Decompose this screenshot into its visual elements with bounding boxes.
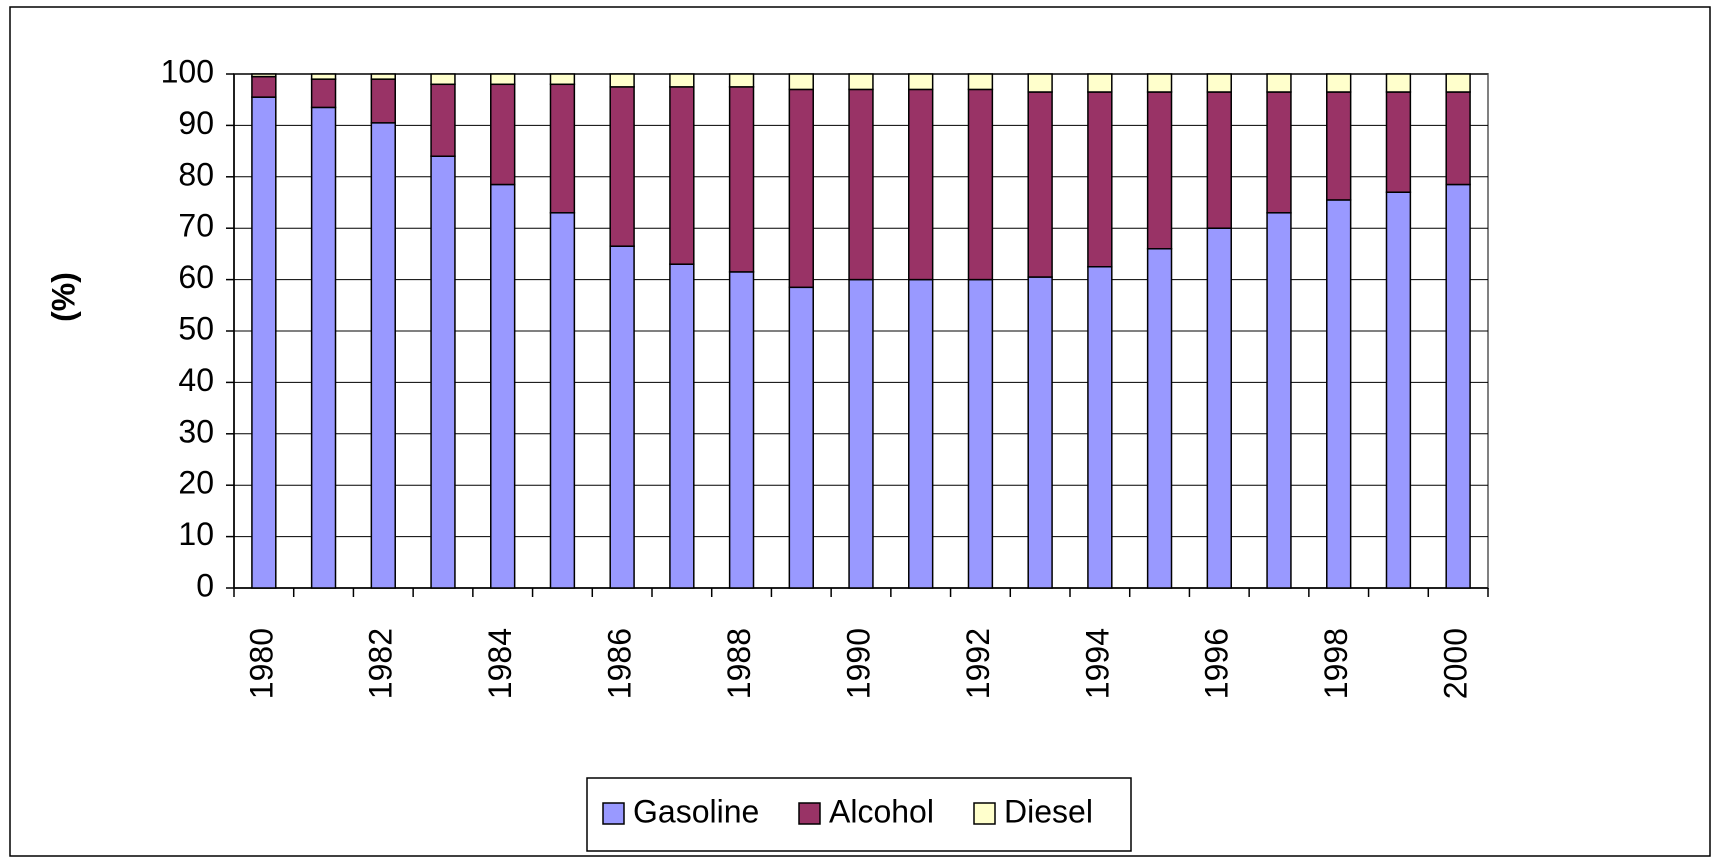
bar-segment [430,73,456,86]
bar-segment [728,86,755,273]
bar-segment [1027,91,1053,278]
x-tick-label: 1990 [840,628,876,699]
bar-segment [609,245,635,589]
bar-segment [908,73,934,91]
bar-segment [490,83,516,186]
bar-segment [549,83,576,214]
x-tick-label: 1994 [1079,628,1115,699]
bar-segment [1385,73,1412,93]
x-tick-label: 1984 [482,628,518,699]
x-tick-label: 1986 [602,628,638,699]
bar-segment [549,73,576,86]
bar-segment [728,73,755,88]
legend-swatch [602,802,625,825]
bar-segment [310,73,337,80]
bar-segment [788,88,814,289]
bar-segment [1385,191,1412,589]
legend-swatch [973,802,996,825]
legend-label: Gasoline [633,793,759,829]
bar-segment [1087,91,1113,268]
y-tick-label: 20 [178,465,214,501]
x-tick-label: 2000 [1438,628,1474,699]
bar-segment [848,278,874,589]
y-axis-label: (%) [45,272,81,322]
x-tick-label: 1996 [1199,628,1235,699]
bar-segment [430,83,456,157]
legend-label: Diesel [1004,793,1093,829]
bar-segment [967,73,994,91]
bar-segment [310,106,337,589]
bar-segment [310,78,337,109]
bar-segment [1326,91,1352,201]
bar-segment [908,88,934,281]
bar-segment [967,88,994,281]
y-tick-label: 90 [178,105,214,141]
bar-segment [1146,91,1173,250]
y-tick-label: 0 [196,567,214,603]
y-tick-label: 50 [178,310,214,346]
y-tick-label: 40 [178,362,214,398]
legend [586,777,1132,852]
bar-segment [1445,183,1471,589]
y-tick-label: 30 [178,413,214,449]
bar-segment [728,271,755,589]
bar-segment [370,78,396,124]
x-tick-label: 1982 [363,628,399,699]
x-tick-label: 1980 [243,628,279,699]
x-tick-label: 1992 [960,628,996,699]
bar-segment [967,278,994,589]
bar-segment [490,183,516,589]
bar-segment [370,73,396,80]
bar-segment [370,122,396,589]
bar-segment [430,155,456,589]
bar-segment [788,286,814,589]
y-tick-label: 80 [178,156,214,192]
bar-segment [1326,199,1352,589]
y-tick-label: 10 [178,516,214,552]
bar-segment [1146,248,1173,589]
bar-segment [1385,91,1412,193]
x-tick-label: 1998 [1318,628,1354,699]
bar-segment [848,73,874,91]
bar-segment [1266,73,1292,93]
x-tick-label: 1988 [721,628,757,699]
bar-segment [1206,73,1232,93]
y-tick-label: 70 [178,208,214,244]
bar-segment [549,212,576,589]
bar-segment [848,88,874,281]
bar-segment [1206,227,1232,589]
bar-segment [1206,91,1232,229]
bar-segment [1027,73,1053,93]
bar-segment [669,73,695,88]
bar-segment [669,263,695,589]
y-tick-label: 100 [161,53,214,89]
bar-segment [1027,276,1053,589]
bar-segment [251,75,277,98]
bar-segment [1445,73,1471,93]
bar-segment [788,73,814,91]
bar-segment [251,73,277,78]
bar-segment [669,86,695,265]
bar-segment [1087,73,1113,93]
bar-segment [251,96,277,589]
bar-segment [1087,266,1113,589]
bar-segment [1266,212,1292,589]
legend-swatch [798,802,821,825]
bar-segment [1146,73,1173,93]
bar-segment [1445,91,1471,186]
bar-segment [609,73,635,88]
bar-segment [609,86,635,247]
bar-segment [908,278,934,589]
y-tick-label: 60 [178,259,214,295]
bar-segment [1266,91,1292,214]
legend-label: Alcohol [829,793,934,829]
bar-segment [490,73,516,86]
bar-segment [1326,73,1352,93]
